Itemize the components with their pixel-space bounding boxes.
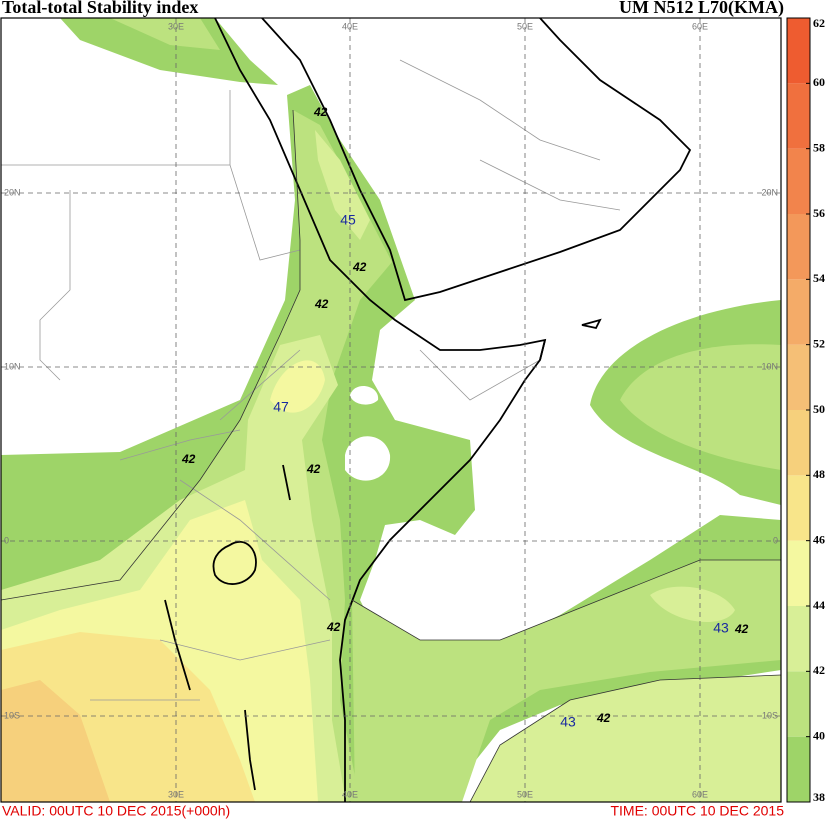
colorbar-swatch xyxy=(787,344,810,410)
lon-label: 50E xyxy=(517,789,533,799)
colorbar-swatch xyxy=(787,606,810,672)
graticule xyxy=(1,18,781,802)
colorbar: 38 40 42 44 46 48 50 52 54 56 58 60 62 xyxy=(786,16,825,804)
map: 42 42 42 42 42 42 42 42 45 47 43 43 30E … xyxy=(1,18,781,802)
lat-label: 10S xyxy=(4,710,20,720)
lat-label: 0 xyxy=(773,535,778,545)
forecast-time: TIME: 00UTC 10 DEC 2015 xyxy=(610,803,784,819)
contour-label: 42 xyxy=(314,297,329,311)
colorbar-label: 44 xyxy=(813,598,825,612)
colorbar-label: 52 xyxy=(813,336,825,350)
colorbar-swatch xyxy=(787,475,810,541)
max-label: 43 xyxy=(560,714,576,730)
lat-label: 10N xyxy=(761,361,778,371)
valid-time: VALID: 00UTC 10 DEC 2015(+000h) xyxy=(2,803,230,819)
lat-label: 10N xyxy=(4,361,21,371)
lon-label: 30E xyxy=(168,789,184,799)
lon-label: 60E xyxy=(692,21,708,31)
contours xyxy=(1,109,781,802)
lon-label: 50E xyxy=(517,21,533,31)
contour-label: 42 xyxy=(352,260,367,274)
colorbar-label: 38 xyxy=(813,790,825,804)
colorbar-label: 50 xyxy=(813,402,825,416)
lon-label: 40E xyxy=(342,789,358,799)
lon-label: 40E xyxy=(342,21,358,31)
shading xyxy=(1,18,781,802)
lat-label: 20N xyxy=(4,187,21,197)
colorbar-swatch xyxy=(787,671,810,737)
max-label: 45 xyxy=(340,212,356,228)
title: Total-total Stability index xyxy=(2,0,198,17)
lat-label: 20N xyxy=(761,187,778,197)
colorbar-swatch xyxy=(787,540,810,606)
lat-label: 10S xyxy=(762,710,778,720)
colorbar-label: 54 xyxy=(813,271,825,285)
colorbar-label: 62 xyxy=(813,16,825,30)
grid-labels: 30E 40E 50E 60E 30E 40E 50E 60E 20N 10N … xyxy=(4,21,778,799)
lon-label: 30E xyxy=(168,21,184,31)
colorbar-label: 48 xyxy=(813,467,825,481)
contour-label: 42 xyxy=(181,452,196,466)
contour-label: 42 xyxy=(596,711,611,725)
max-label: 43 xyxy=(713,620,729,636)
contour-label: 42 xyxy=(326,620,341,634)
colorbar-swatch xyxy=(787,214,810,280)
max-label: 47 xyxy=(273,399,289,415)
contour-label: 42 xyxy=(306,462,321,476)
lat-label: 0 xyxy=(4,535,9,545)
colorbar-swatch xyxy=(787,410,810,476)
borders xyxy=(1,59,621,701)
colorbar-label: 60 xyxy=(813,75,825,89)
contour-label: 42 xyxy=(734,622,749,636)
colorbar-swatch xyxy=(787,18,810,84)
lon-label: 60E xyxy=(692,789,708,799)
colorbar-label: 40 xyxy=(813,728,825,742)
contour-labels: 42 42 42 42 42 42 42 42 xyxy=(181,105,749,725)
colorbar-swatch xyxy=(787,736,810,802)
colorbar-label: 42 xyxy=(813,663,825,677)
colorbar-label: 58 xyxy=(813,140,825,154)
colorbar-swatch xyxy=(787,83,810,149)
colorbar-swatch xyxy=(787,279,810,345)
coastlines xyxy=(164,18,692,802)
colorbar-swatch xyxy=(787,148,810,214)
maxima: 45 47 43 43 xyxy=(273,212,729,730)
colorbar-label: 46 xyxy=(813,532,825,546)
contour-label: 42 xyxy=(313,105,328,119)
map-frame xyxy=(0,17,782,803)
colorbar-label: 56 xyxy=(813,206,825,220)
model-label: UM N512 L70(KMA) xyxy=(619,0,784,18)
